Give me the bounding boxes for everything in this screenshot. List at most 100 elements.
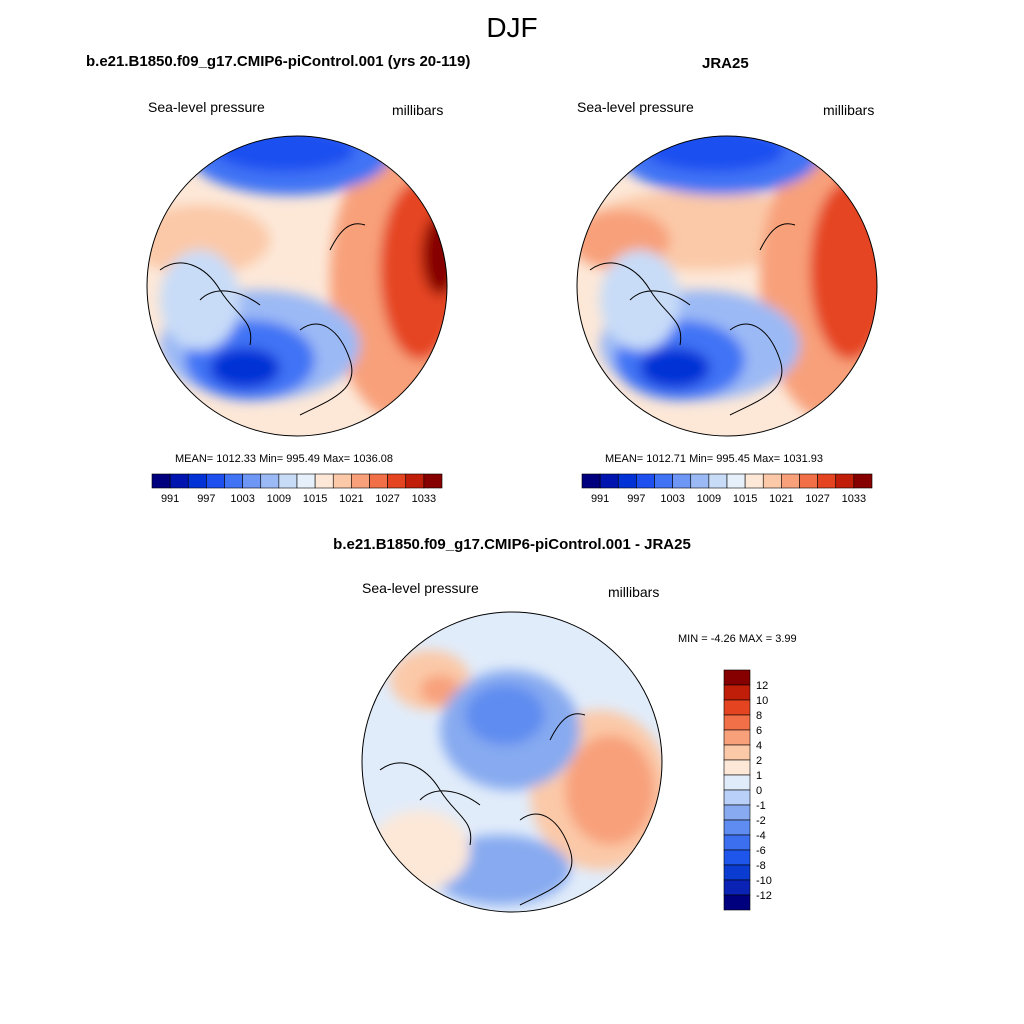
colorbar-tick-label: 1027 (375, 493, 399, 505)
colorbar-tick-label: 997 (627, 493, 645, 505)
colorbar-tick-label: 6 (756, 725, 762, 737)
map-border (361, 611, 663, 913)
colorbar-swatch (636, 473, 655, 489)
colorbar-swatch (723, 819, 751, 836)
figure-title: DJF (486, 12, 538, 43)
colorbar-swatch (723, 849, 751, 866)
stats-text-diff: MIN = -4.26 MAX = 3.99 (678, 633, 797, 645)
panel-title-model: b.e21.B1850.f09_g17.CMIP6-piControl.001 … (86, 53, 471, 70)
colorbar-tick-label: -1 (756, 800, 766, 812)
pressure-high-north-pacific (147, 205, 270, 275)
colorbar-tick-label: 1021 (769, 493, 793, 505)
colorbar-swatch (723, 864, 751, 881)
colorbar-swatch (723, 714, 751, 731)
colorbar-swatch (744, 473, 764, 489)
colorbar-tick-label: 991 (591, 493, 609, 505)
coastlines (379, 713, 586, 906)
units-label-diff: millibars (608, 584, 660, 600)
coastlines (159, 223, 366, 416)
map-border (146, 135, 448, 437)
colorbar-swatch (723, 879, 751, 896)
colorbar-tick-label: 2 (756, 755, 762, 767)
pressure-low-aleutian-core (645, 136, 785, 172)
colorbar-model: 991 997 1003 1009 1015 1021 1027 1033 (151, 473, 443, 505)
diff-positive-atlantic (370, 810, 470, 890)
colorbar-tick-label: 1015 (733, 493, 757, 505)
colorbar-swatch (762, 473, 782, 489)
units-label-obs: millibars (823, 102, 875, 118)
colorbar-swatch (599, 473, 619, 489)
colorbar-tick-label: 991 (161, 493, 179, 505)
colorbar-tick-label: 1009 (267, 493, 291, 505)
colorbar-tick-label: 1009 (697, 493, 721, 505)
colorbar-swatch (723, 684, 751, 701)
colorbar-swatch (672, 473, 692, 489)
colorbar-tick-label: -10 (756, 875, 772, 887)
pressure-min (640, 348, 710, 388)
colorbar-swatch (405, 473, 425, 489)
colorbar-tick-label: 8 (756, 710, 762, 722)
colorbar-swatch (581, 473, 601, 489)
colorbar-swatch (723, 744, 751, 761)
colorbar-swatch (723, 804, 751, 821)
colorbar-swatch (723, 729, 751, 746)
colorbar-swatch (723, 774, 751, 791)
colorbar-obs: 991 997 1003 1009 1015 1021 1027 1033 (581, 473, 873, 505)
colorbar-swatch (853, 473, 873, 489)
colorbar-swatch (296, 473, 316, 489)
colorbar-tick-label: 4 (756, 740, 762, 752)
colorbar-swatch (369, 473, 388, 489)
colorbar-tick-label: -4 (756, 830, 766, 842)
colorbar-swatch (726, 473, 746, 489)
colorbar-swatch (781, 473, 800, 489)
diff-negative-arctic-core (465, 685, 545, 745)
colorbar-swatch (423, 473, 443, 489)
colorbar-tick-label: 1003 (230, 493, 254, 505)
colorbar-swatch (723, 894, 751, 911)
colorbar-tick-label: 10 (756, 695, 768, 707)
pressure-high-siberia-core (380, 180, 447, 360)
diff-positive-pacific-core (420, 675, 460, 705)
colorbar-swatch (723, 669, 751, 686)
colorbar-swatch (260, 473, 280, 489)
colorbar-tick-label: 997 (197, 493, 215, 505)
diff-positive-siberia-core (565, 735, 655, 845)
stats-text-obs: MEAN= 1012.71 Min= 995.45 Max= 1031.93 (605, 453, 824, 465)
map-panel-model (146, 135, 448, 437)
map-border (576, 135, 878, 437)
colorbar-swatch (708, 473, 728, 489)
pressure-low-canada (600, 250, 680, 350)
pressure-max (422, 215, 447, 295)
colorbar-tick-label: 1027 (805, 493, 829, 505)
colorbar-swatch (278, 473, 298, 489)
colorbar-swatch (799, 473, 818, 489)
stats-text-model: MEAN= 1012.33 Min= 995.49 Max= 1036.08 (175, 453, 394, 465)
colorbar-tick-label: 1003 (660, 493, 684, 505)
colorbar-tick-label: 1 (756, 770, 762, 782)
colorbar-swatch (835, 473, 855, 489)
colorbar-tick-label: -12 (756, 890, 772, 902)
colorbar-swatch (169, 473, 189, 489)
colorbar-swatch (242, 473, 262, 489)
colorbar-tick-label: -6 (756, 845, 766, 857)
colorbar-tick-label: 1033 (412, 493, 436, 505)
colorbar-tick-label: -2 (756, 815, 766, 827)
panel-title-diff: b.e21.B1850.f09_g17.CMIP6-piControl.001 … (333, 536, 691, 553)
coastlines (589, 223, 796, 416)
colorbar-swatch (723, 699, 751, 716)
colorbar-swatch (690, 473, 710, 489)
variable-label-diff: Sea-level pressure (362, 580, 479, 596)
variable-label-model: Sea-level pressure (148, 99, 265, 115)
map-panel-obs (576, 135, 878, 437)
colorbar-swatch (817, 473, 837, 489)
colorbar-swatch (617, 473, 637, 489)
colorbar-tick-label: 1033 (842, 493, 866, 505)
colorbar-swatch (654, 473, 673, 489)
colorbar-tick-label: 12 (756, 680, 768, 692)
colorbar-swatch (351, 473, 370, 489)
colorbar-swatch (723, 759, 751, 776)
colorbar-tick-label: 0 (756, 785, 762, 797)
colorbar-tick-label: 1015 (303, 493, 327, 505)
